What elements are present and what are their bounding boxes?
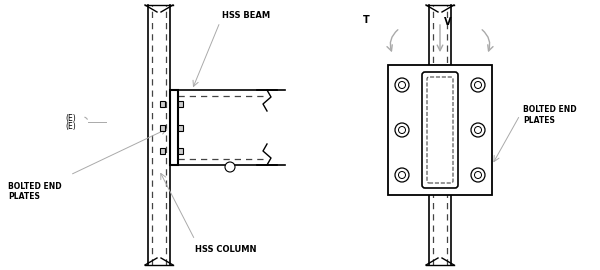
Bar [160,124,165,130]
Circle shape [471,78,485,92]
Text: BOLTED END
PLATES: BOLTED END PLATES [523,105,577,125]
Bar [388,65,492,195]
Circle shape [475,82,482,89]
Text: V: V [444,17,452,27]
Circle shape [398,82,406,89]
Circle shape [471,123,485,137]
Bar [170,90,178,165]
FancyBboxPatch shape [422,72,458,188]
Text: (E): (E) [65,113,76,123]
Text: BOLTED END
PLATES: BOLTED END PLATES [8,182,62,201]
Circle shape [475,127,482,133]
Circle shape [475,171,482,178]
Circle shape [398,171,406,178]
Circle shape [395,78,409,92]
Bar [160,148,165,154]
Circle shape [395,168,409,182]
Circle shape [395,123,409,137]
Text: HSS BEAM: HSS BEAM [222,11,270,20]
Bar [160,101,165,107]
Bar [178,124,183,130]
Text: (E): (E) [65,123,76,131]
Circle shape [471,168,485,182]
Bar [178,101,183,107]
Circle shape [225,162,235,172]
Text: HSS COLUMN: HSS COLUMN [195,245,257,254]
FancyBboxPatch shape [427,77,453,183]
Bar [178,148,183,154]
Text: T: T [363,15,370,25]
Circle shape [398,127,406,133]
